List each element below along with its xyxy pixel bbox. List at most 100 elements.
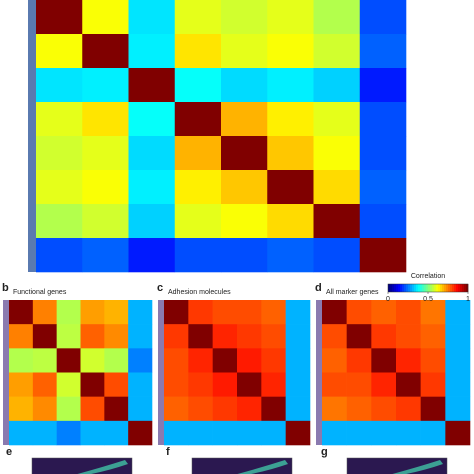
colorbar-step (428, 284, 431, 292)
colorbar-step (394, 284, 397, 292)
heatmap-cell (36, 102, 83, 137)
heatmap-cell (36, 0, 83, 35)
colorbar-step (434, 284, 437, 292)
heatmap-cell (174, 34, 222, 69)
panel-letter: c (157, 282, 163, 294)
heatmap-cell (420, 420, 446, 446)
heatmap-cell (36, 34, 83, 69)
colorbar-step (430, 284, 433, 292)
colorbar-step (456, 284, 459, 292)
heatmap-cell (420, 396, 446, 422)
heatmap-cell (267, 238, 314, 273)
heatmap-cell (261, 396, 286, 422)
colorbar-tick-label: 0 (386, 296, 390, 303)
heatmap-cell (82, 204, 129, 239)
heatmap-cell (188, 420, 213, 446)
colorbar-step (412, 284, 415, 292)
colorbar-step (398, 284, 401, 292)
heatmap-cell (80, 324, 105, 349)
heatmap-cell (237, 324, 262, 349)
heatmap-cell (164, 396, 189, 422)
heatmap-cell (371, 420, 397, 446)
colorbar-step (410, 284, 413, 292)
heatmap-cell (371, 372, 397, 397)
heatmap-cell (188, 372, 213, 397)
panel-letter: d (315, 282, 322, 294)
heatmap-cell (80, 372, 105, 397)
heatmap-cell (80, 348, 105, 373)
heatmap-cell (188, 348, 213, 373)
panel-letter: b (2, 282, 9, 294)
annotation-strip (3, 300, 9, 445)
colorbar-step (450, 284, 453, 292)
heatmap-cell (396, 372, 421, 397)
heatmap-cell (174, 0, 222, 35)
heatmap-cell (128, 300, 153, 325)
colorbar-step (454, 284, 457, 292)
heatmap-cell (261, 372, 286, 397)
annotation-strip (316, 300, 322, 445)
heatmap-cell (56, 300, 81, 325)
heatmap-cell (359, 238, 407, 273)
heatmap-cell (420, 324, 446, 349)
heatmap-cell (36, 136, 83, 171)
heatmap-cell (313, 170, 361, 205)
heatmap-cell (188, 396, 213, 422)
heatmap-cell (82, 0, 129, 35)
heatmap-cell (104, 372, 129, 397)
heatmap-cell (221, 238, 268, 273)
heatmap-cell (82, 34, 129, 69)
colorbar-step (446, 284, 449, 292)
heatmap-cell (56, 324, 81, 349)
heatmap-cell (237, 300, 262, 325)
heatmap-cell (221, 34, 268, 69)
heatmap-cell (188, 300, 213, 325)
heatmap-cell (267, 136, 314, 171)
heatmap-cell (80, 420, 105, 446)
heatmap-cell (221, 102, 268, 137)
colorbar-step (392, 284, 395, 292)
heatmap-cell (346, 396, 372, 422)
heatmap-cell (9, 300, 34, 325)
heatmap-cell (212, 420, 238, 446)
heatmap-cell (174, 238, 222, 273)
heatmap-cell (104, 348, 129, 373)
heatmap-cell (128, 238, 176, 273)
heatmap-cell (445, 348, 471, 373)
heatmap-cell (32, 372, 57, 397)
heatmap-cell (82, 170, 129, 205)
heatmap-cell (164, 372, 189, 397)
heatmap-cell (32, 300, 57, 325)
panel-letter: f (166, 446, 170, 458)
colorbar-step (466, 284, 469, 292)
heatmap-cell (237, 372, 262, 397)
heatmap-cell (128, 136, 176, 171)
heatmap-cell (285, 324, 311, 349)
heatmap-cell (128, 204, 176, 239)
panel-letter: e (6, 446, 12, 458)
heatmap-cell (445, 396, 471, 422)
panel-title: Functional genes (13, 289, 67, 296)
heatmap-cell (164, 420, 189, 446)
heatmap-cell (285, 396, 311, 422)
heatmap-cell (36, 68, 83, 103)
colorbar-step (438, 284, 441, 292)
heatmap-cell (82, 102, 129, 137)
heatmap-cell (396, 300, 421, 325)
heatmap-cell (128, 68, 176, 103)
heatmap-cell (128, 348, 153, 373)
heatmap-cell (212, 348, 238, 373)
heatmap-cell (322, 348, 347, 373)
heatmap-cell (237, 396, 262, 422)
heatmap-cell (128, 34, 176, 69)
colorbar-step (444, 284, 447, 292)
density-cloud (237, 460, 288, 474)
heatmap-cell (445, 372, 471, 397)
colorbar-step (440, 284, 443, 292)
heatmap-cell (164, 348, 189, 373)
colorbar-step (420, 284, 423, 292)
colorbar-step (452, 284, 455, 292)
colorbar-step (422, 284, 425, 292)
heatmap-cell (9, 372, 34, 397)
